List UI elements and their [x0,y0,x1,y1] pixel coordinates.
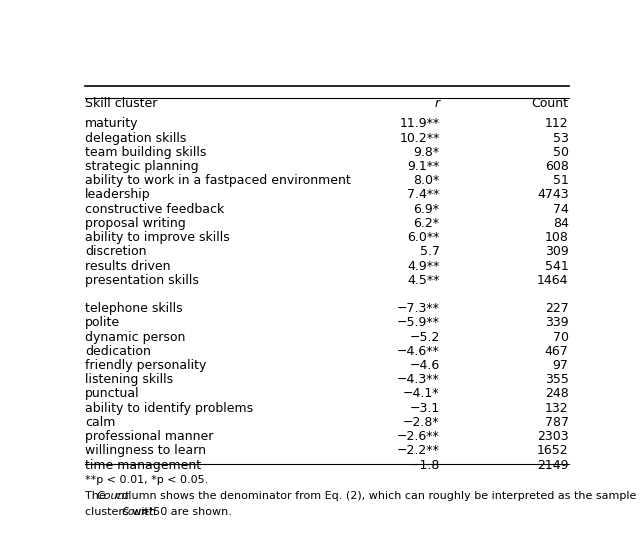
Text: 9.1**: 9.1** [407,160,440,173]
Text: 9.8*: 9.8* [413,146,440,159]
Text: 227: 227 [545,302,568,315]
Text: −3.1: −3.1 [410,402,440,415]
Text: 4.5**: 4.5** [407,274,440,287]
Text: leadership: leadership [85,188,150,201]
Text: 339: 339 [545,317,568,330]
Text: results driven: results driven [85,260,170,273]
Text: 787: 787 [545,416,568,429]
Text: −4.6: −4.6 [410,359,440,372]
Text: 6.2*: 6.2* [413,217,440,230]
Text: time management: time management [85,458,201,471]
Text: > 50 are shown.: > 50 are shown. [136,507,232,517]
Text: 5.7: 5.7 [420,245,440,258]
Text: 1652: 1652 [537,444,568,457]
Text: 6.0**: 6.0** [407,231,440,244]
Text: The: The [85,491,109,501]
Text: presentation skills: presentation skills [85,274,199,287]
Text: 608: 608 [545,160,568,173]
Text: 112: 112 [545,117,568,130]
Text: Count: Count [122,507,156,517]
Text: ability to identify problems: ability to identify problems [85,402,253,415]
Text: dedication: dedication [85,345,151,358]
Text: 50: 50 [552,146,568,159]
Text: willingness to learn: willingness to learn [85,444,206,457]
Text: −1.8: −1.8 [409,458,440,471]
Text: 309: 309 [545,245,568,258]
Text: 248: 248 [545,388,568,401]
Text: clusters with: clusters with [85,507,159,517]
Text: ability to improve skills: ability to improve skills [85,231,230,244]
Text: 4.9**: 4.9** [407,260,440,273]
Text: dynamic person: dynamic person [85,331,186,344]
Text: r: r [435,97,440,110]
Text: −4.6**: −4.6** [397,345,440,358]
Text: 541: 541 [545,260,568,273]
Text: friendly personality: friendly personality [85,359,206,372]
Text: −2.6**: −2.6** [397,430,440,443]
Text: 53: 53 [553,131,568,144]
Text: −4.1*: −4.1* [403,388,440,401]
Text: −5.2: −5.2 [409,331,440,344]
Text: −7.3**: −7.3** [397,302,440,315]
Text: team building skills: team building skills [85,146,206,159]
Text: 4743: 4743 [537,188,568,201]
Text: 2149: 2149 [537,458,568,471]
Text: −4.3**: −4.3** [397,373,440,386]
Text: polite: polite [85,317,120,330]
Text: 74: 74 [553,203,568,216]
Text: professional manner: professional manner [85,430,213,443]
Text: Count: Count [97,491,129,501]
Text: 467: 467 [545,345,568,358]
Text: punctual: punctual [85,388,140,401]
Text: 51: 51 [553,174,568,187]
Text: 8.0*: 8.0* [413,174,440,187]
Text: calm: calm [85,416,115,429]
Text: 84: 84 [553,217,568,230]
Text: **p < 0.01, *p < 0.05.: **p < 0.01, *p < 0.05. [85,475,208,485]
Text: −5.9**: −5.9** [397,317,440,330]
Text: 1464: 1464 [537,274,568,287]
Text: discretion: discretion [85,245,147,258]
Text: 355: 355 [545,373,568,386]
Text: 6.9*: 6.9* [413,203,440,216]
Text: 2303: 2303 [537,430,568,443]
Text: listening skills: listening skills [85,373,173,386]
Text: 108: 108 [545,231,568,244]
Text: −2.8*: −2.8* [403,416,440,429]
Text: ability to work in a fastpaced environment: ability to work in a fastpaced environme… [85,174,351,187]
Text: 132: 132 [545,402,568,415]
Text: strategic planning: strategic planning [85,160,198,173]
Text: 10.2**: 10.2** [399,131,440,144]
Text: −2.2**: −2.2** [397,444,440,457]
Text: delegation skills: delegation skills [85,131,186,144]
Text: 11.9**: 11.9** [399,117,440,130]
Text: maturity: maturity [85,117,138,130]
Text: constructive feedback: constructive feedback [85,203,224,216]
Text: 70: 70 [552,331,568,344]
Text: Count: Count [532,97,568,110]
Text: Skill cluster: Skill cluster [85,97,157,110]
Text: 97: 97 [553,359,568,372]
Text: column shows the denominator from Eq. (2), which can roughly be interpreted as t: column shows the denominator from Eq. (2… [112,491,640,501]
Text: telephone skills: telephone skills [85,302,182,315]
Text: 7.4**: 7.4** [407,188,440,201]
Text: proposal writing: proposal writing [85,217,186,230]
